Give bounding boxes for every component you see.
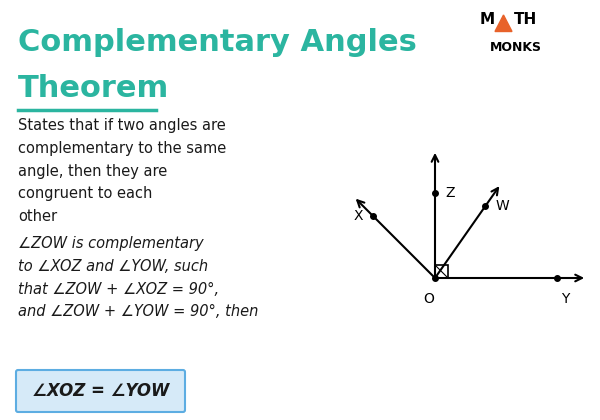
Text: ∠XOZ = ∠YOW: ∠XOZ = ∠YOW xyxy=(32,382,169,400)
Text: Y: Y xyxy=(561,292,569,306)
Text: States that if two angles are
complementary to the same
angle, then they are
con: States that if two angles are complement… xyxy=(18,118,226,224)
Bar xyxy=(435,265,448,278)
Text: Z: Z xyxy=(445,186,455,200)
Text: M: M xyxy=(480,12,495,27)
Text: X: X xyxy=(353,209,363,223)
Text: MONKS: MONKS xyxy=(490,40,542,53)
Text: O: O xyxy=(424,292,434,306)
Text: W: W xyxy=(496,199,509,213)
Text: TH: TH xyxy=(514,12,537,27)
Text: ∠ZOW is complementary
to ∠XOZ and ∠YOW, such
that ∠ZOW + ∠XOZ = 90°,
and ∠ZOW + : ∠ZOW is complementary to ∠XOZ and ∠YOW, … xyxy=(18,236,259,319)
Text: Theorem: Theorem xyxy=(18,74,169,103)
Polygon shape xyxy=(495,15,512,32)
Text: Complementary Angles: Complementary Angles xyxy=(18,28,417,57)
FancyBboxPatch shape xyxy=(16,370,185,412)
